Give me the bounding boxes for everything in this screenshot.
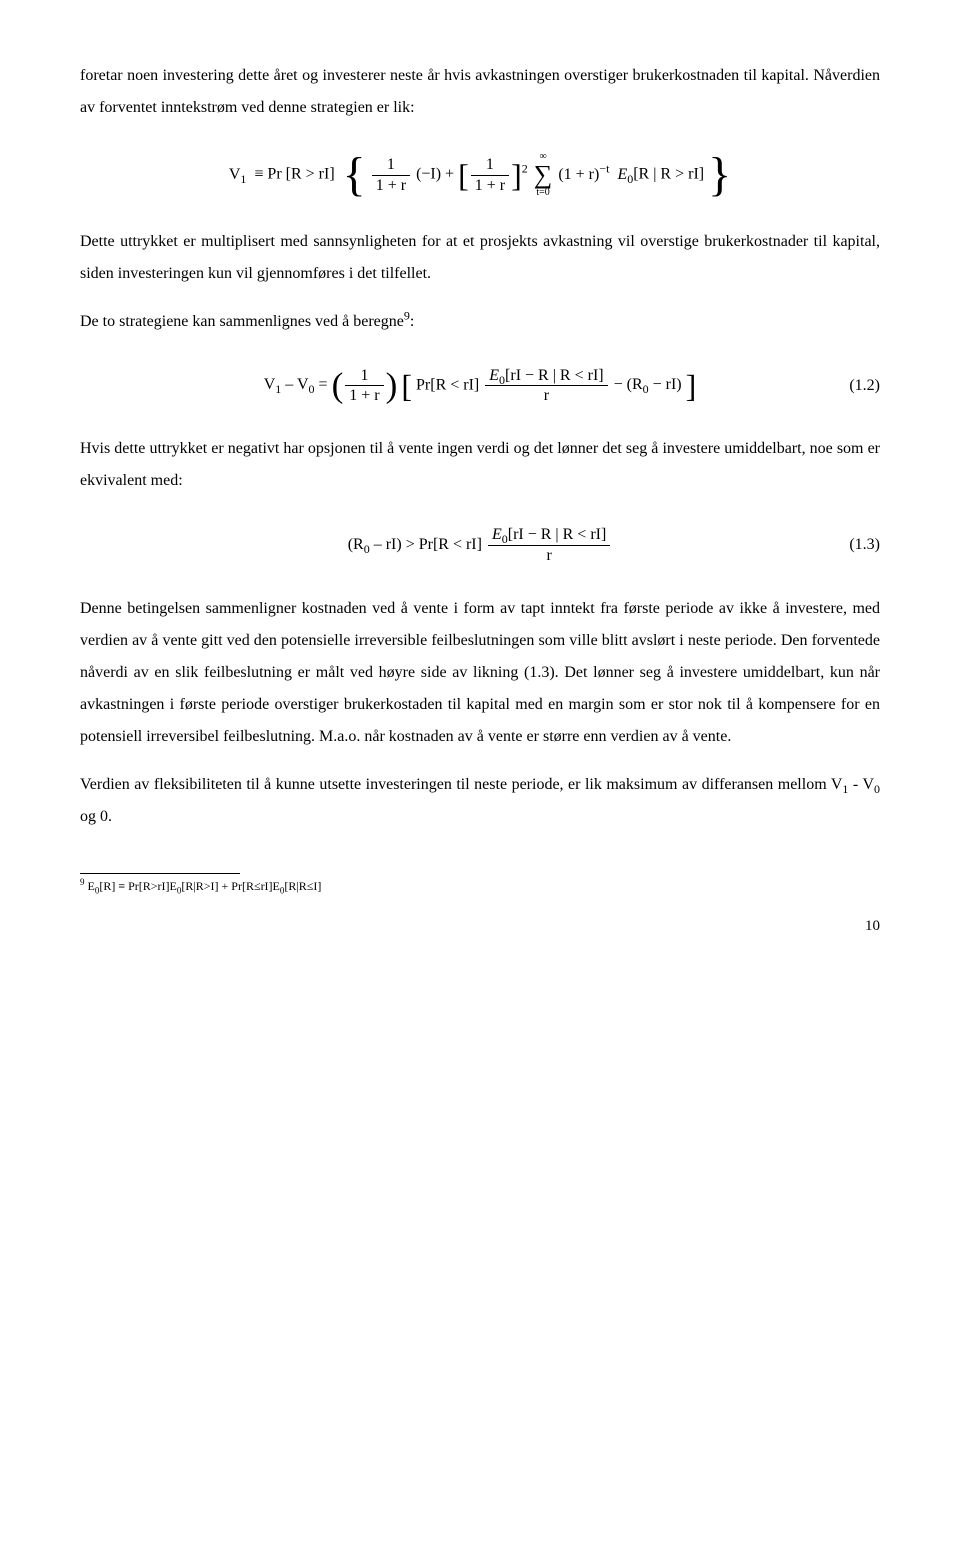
eq2-lhs: V1 – V0 =: [264, 376, 332, 393]
eq1-bracket: [R | R > rI]: [633, 166, 704, 183]
eq2-tail: − (R0 − rI): [614, 376, 682, 393]
eq1-frac2: 1 1 + r: [471, 155, 509, 194]
paragraph-1: foretar noen investering dette året og i…: [80, 60, 880, 124]
eq3-frac: E0[rI − R | R < rI] r: [488, 525, 610, 564]
footnote-separator: [80, 873, 240, 874]
eq1-frac2-power: 2: [522, 161, 528, 175]
eq1-equiv: ≡ Pr [R > rI]: [254, 166, 334, 183]
eq2-frac1: 1 1 + r: [345, 366, 383, 405]
page-number: 10: [80, 911, 880, 941]
eq1-negI: (−I) +: [416, 166, 454, 183]
eq3-number: (1.3): [849, 529, 880, 561]
lparen-icon: (: [332, 366, 344, 405]
lbrace-icon: {: [343, 148, 366, 201]
eq2-frac2: E0[rI − R | R < rI] r: [485, 366, 607, 405]
lbracket-icon: [: [458, 157, 469, 193]
rbrace-icon: }: [708, 148, 731, 201]
eq1-after-sum: (1 + r)−t: [558, 166, 609, 183]
equation-3: (R0 – rI) > Pr[R < rI] E0[rI − R | R < r…: [80, 525, 880, 564]
lbracket2-icon: [: [401, 368, 412, 404]
eq1-e0: E0: [617, 166, 633, 183]
rbracket2-icon: ]: [686, 368, 697, 404]
eq3-lhs: (R0 – rI) > Pr[R < rI]: [348, 536, 482, 553]
rbracket-icon: ]: [511, 157, 522, 193]
paragraph-6: Verdien av fleksibiliteten til å kunne u…: [80, 769, 880, 833]
paragraph-2: Dette uttrykket er multiplisert med sann…: [80, 226, 880, 290]
eq1-frac1: 1 1 + r: [372, 155, 410, 194]
rparen-icon: ): [386, 366, 398, 405]
sum-icon: ∞ ∑ t=0: [534, 152, 553, 198]
paragraph-4: Hvis dette uttrykket er negativt har ops…: [80, 433, 880, 497]
equation-2: V1 – V0 = ( 1 1 + r ) [ Pr[R < rI] E0[rI…: [80, 366, 880, 405]
equation-1: V1 ≡ Pr [R > rI] { 1 1 + r (−I) + [ 1 1 …: [80, 152, 880, 198]
eq1-lhs: V1: [229, 166, 247, 183]
paragraph-3: De to strategiene kan sammenlignes ved å…: [80, 306, 880, 338]
eq2-number: (1.2): [849, 370, 880, 402]
paragraph-5: Denne betingelsen sammenligner kostnaden…: [80, 593, 880, 753]
footnote-9: 9 E0[R] ≡ Pr[R>rI]E0[R|R>I] + Pr[R≤rI]E0…: [80, 878, 880, 895]
eq2-pr: Pr[R < rI]: [416, 376, 479, 393]
